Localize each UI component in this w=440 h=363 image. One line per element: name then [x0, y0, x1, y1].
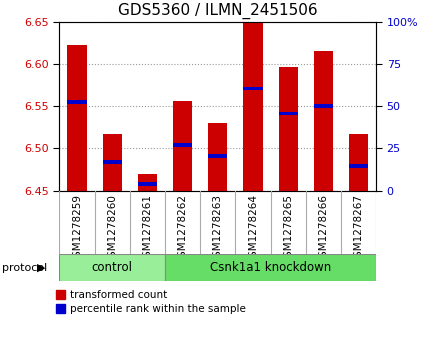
Bar [243, 87, 263, 90]
Text: GSM1278263: GSM1278263 [213, 194, 223, 264]
Text: ▶: ▶ [37, 263, 45, 273]
FancyBboxPatch shape [59, 254, 165, 281]
FancyBboxPatch shape [165, 254, 376, 281]
Bar [173, 101, 192, 191]
Bar [314, 105, 333, 108]
Text: control: control [92, 261, 133, 274]
Text: GSM1278267: GSM1278267 [354, 194, 363, 264]
Text: GSM1278259: GSM1278259 [72, 194, 82, 264]
Text: protocol: protocol [2, 263, 48, 273]
Bar [349, 164, 368, 168]
Bar [138, 174, 157, 191]
Text: GSM1278262: GSM1278262 [178, 194, 187, 264]
Text: Csnk1a1 knockdown: Csnk1a1 knockdown [210, 261, 331, 274]
Text: GSM1278265: GSM1278265 [283, 194, 293, 264]
Text: GSM1278266: GSM1278266 [319, 194, 328, 264]
Bar [138, 182, 157, 185]
Text: GSM1278260: GSM1278260 [107, 194, 117, 264]
Bar [349, 134, 368, 191]
Legend: transformed count, percentile rank within the sample: transformed count, percentile rank withi… [56, 290, 246, 314]
Bar [279, 112, 298, 115]
Title: GDS5360 / ILMN_2451506: GDS5360 / ILMN_2451506 [118, 3, 318, 19]
Bar [67, 100, 87, 104]
Bar [103, 134, 122, 191]
Bar [208, 154, 227, 158]
Bar [173, 143, 192, 147]
Bar [67, 45, 87, 191]
Bar [314, 51, 333, 191]
Bar [279, 66, 298, 191]
Bar [243, 22, 263, 191]
Text: GSM1278261: GSM1278261 [143, 194, 152, 264]
Bar [208, 123, 227, 191]
Text: GSM1278264: GSM1278264 [248, 194, 258, 264]
Bar [103, 160, 122, 164]
